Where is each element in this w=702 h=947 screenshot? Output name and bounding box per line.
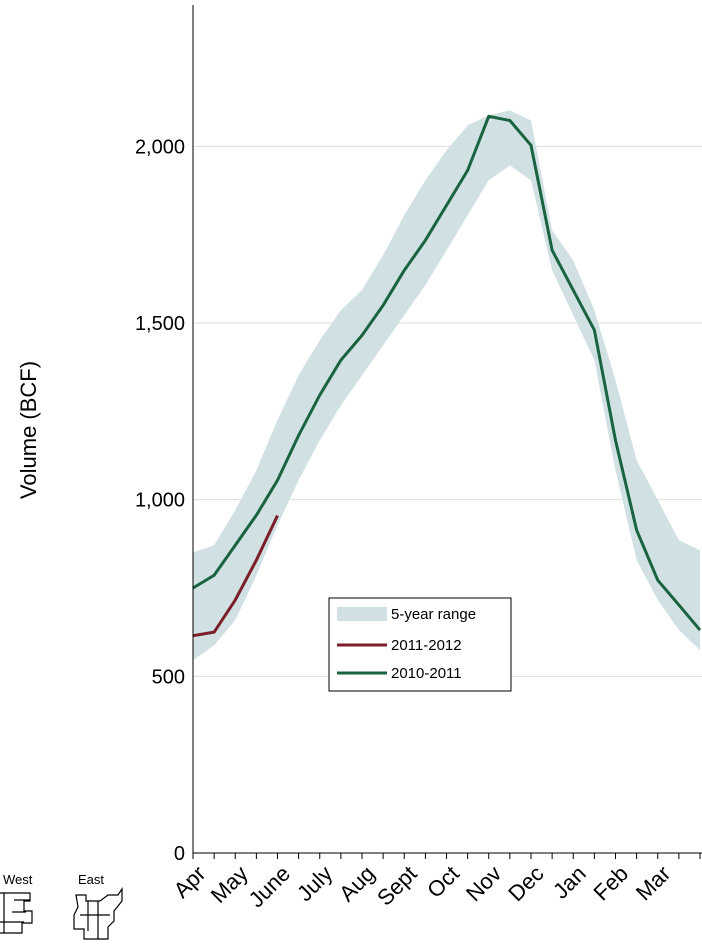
y-axis-title: Volume (BCF) bbox=[16, 361, 41, 499]
y-tick-label: 1,500 bbox=[135, 313, 185, 335]
legend-label: 2011-2012 bbox=[391, 637, 462, 654]
series-line bbox=[192, 514, 279, 638]
x-tick-label: Oct bbox=[422, 861, 464, 903]
x-tick-label: Dec bbox=[503, 861, 548, 906]
x-tick-label: Sept bbox=[372, 861, 422, 911]
x-tick-label: Jan bbox=[548, 861, 591, 904]
x-tick-label: Feb bbox=[589, 861, 633, 905]
legend-label: 5-year range bbox=[391, 606, 476, 623]
x-tick-label: Aug bbox=[334, 861, 379, 906]
map-label: East bbox=[78, 872, 104, 887]
x-tick-label: July bbox=[292, 861, 337, 906]
x-tick-label: Mar bbox=[631, 861, 675, 905]
range-band bbox=[193, 110, 700, 661]
y-tick-label: 1,000 bbox=[135, 490, 185, 512]
y-tick-label: 500 bbox=[152, 666, 185, 688]
x-tick-label: June bbox=[244, 861, 295, 912]
x-tick-label: Apr bbox=[169, 861, 211, 903]
y-tick-label: 2,000 bbox=[135, 136, 185, 158]
region-map bbox=[0, 887, 123, 940]
map-label: West bbox=[3, 872, 33, 887]
series-line bbox=[192, 114, 702, 632]
x-tick-label: Nov bbox=[461, 861, 506, 906]
x-tick-label: May bbox=[206, 861, 253, 908]
legend-label: 2010-2011 bbox=[391, 665, 462, 682]
y-tick-label: 0 bbox=[174, 843, 185, 865]
legend-swatch bbox=[337, 607, 387, 621]
